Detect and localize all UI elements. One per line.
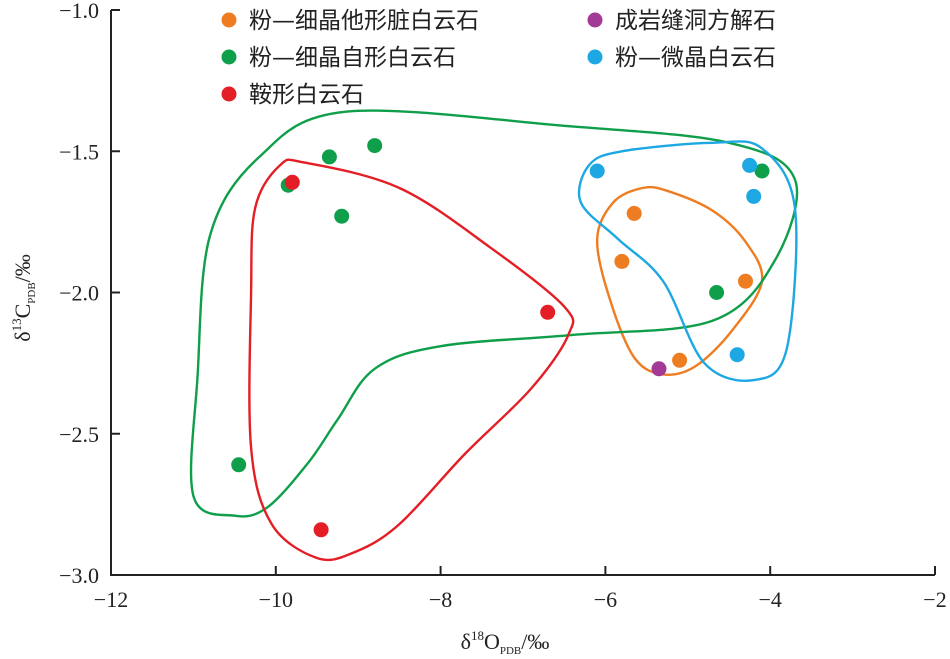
data-point-s4-0: [589, 163, 605, 179]
data-point-s1-3: [334, 208, 350, 224]
group-outlines: [189, 109, 799, 562]
data-point-s2-1: [540, 304, 556, 320]
x-tick-label-5: −2: [923, 587, 946, 612]
data-point-s2-0: [284, 174, 300, 190]
legend-marker-0: [221, 12, 237, 28]
x-ticks: −12 −10 −8 −6 −4 −2: [94, 566, 947, 612]
group-outline-1: [189, 109, 799, 518]
group-outline-0: [595, 185, 764, 376]
y-axis-title-sup: 13: [9, 318, 24, 331]
x-axis-title-sup: 18: [471, 628, 484, 643]
legend-marker-3: [587, 49, 603, 65]
data-point-s1-1: [321, 149, 337, 165]
y-tick-label-3: −1.5: [59, 139, 99, 164]
data-points: [231, 138, 770, 538]
legend-label-2: 粉—细晶自形白云石: [249, 45, 456, 71]
y-tick-label-0: −3.0: [59, 563, 99, 588]
x-axis-title-unit: /‰: [521, 629, 549, 654]
y-axis-title-main: C: [10, 304, 35, 319]
y-ticks: −3.0 −2.5 −2.0 −1.5 −1.0: [59, 0, 120, 588]
data-point-s4-2: [746, 188, 762, 204]
x-axis-title-sub: PDB: [500, 645, 521, 657]
x-axis-title-prefix: δ: [461, 629, 471, 654]
legend-label-1: 成岩缝洞方解石: [615, 8, 776, 34]
data-point-s2-2: [313, 522, 329, 538]
y-tick-label-2: −2.0: [59, 281, 99, 306]
legend-marker-4: [221, 86, 237, 102]
x-tick-label-4: −4: [758, 587, 781, 612]
y-axis-title-unit: /‰: [10, 254, 35, 282]
legend-marker-2: [221, 49, 237, 65]
data-point-s1-6: [231, 457, 247, 473]
x-tick-label-0: −12: [94, 587, 128, 612]
legend-label-0: 粉—细晶他形脏白云石: [249, 8, 479, 34]
data-point-s1-2: [367, 138, 383, 154]
data-point-s0-0: [626, 205, 642, 221]
group-outline-4: [577, 140, 798, 382]
group-outline-2: [248, 158, 575, 562]
data-point-s0-2: [738, 273, 753, 289]
y-axis-title-sub: PDB: [26, 282, 38, 303]
x-tick-label-3: −6: [594, 587, 617, 612]
x-axis-title: δ18OPDB/‰: [461, 628, 550, 657]
data-point-s4-1: [742, 157, 758, 173]
x-tick-label-2: −8: [429, 587, 452, 612]
legend-label-4: 鞍形白云石: [249, 82, 364, 108]
y-tick-label-4: −1.0: [59, 0, 99, 23]
data-point-s3-0: [651, 361, 667, 377]
x-axis-title-main: O: [484, 629, 500, 654]
data-point-s1-5: [754, 163, 770, 179]
y-axis-title: δ13CPDB/‰: [9, 254, 38, 342]
legend-label-3: 粉—微晶白云石: [615, 45, 776, 71]
x-tick-label-1: −10: [259, 587, 293, 612]
data-point-s0-1: [614, 253, 630, 269]
legend-marker-1: [587, 12, 603, 28]
data-point-s4-3: [729, 347, 745, 363]
data-point-s1-4: [709, 285, 725, 300]
y-axis-title-prefix: δ: [10, 331, 35, 341]
y-tick-label-1: −2.5: [59, 422, 99, 447]
data-point-s0-3: [672, 352, 688, 368]
